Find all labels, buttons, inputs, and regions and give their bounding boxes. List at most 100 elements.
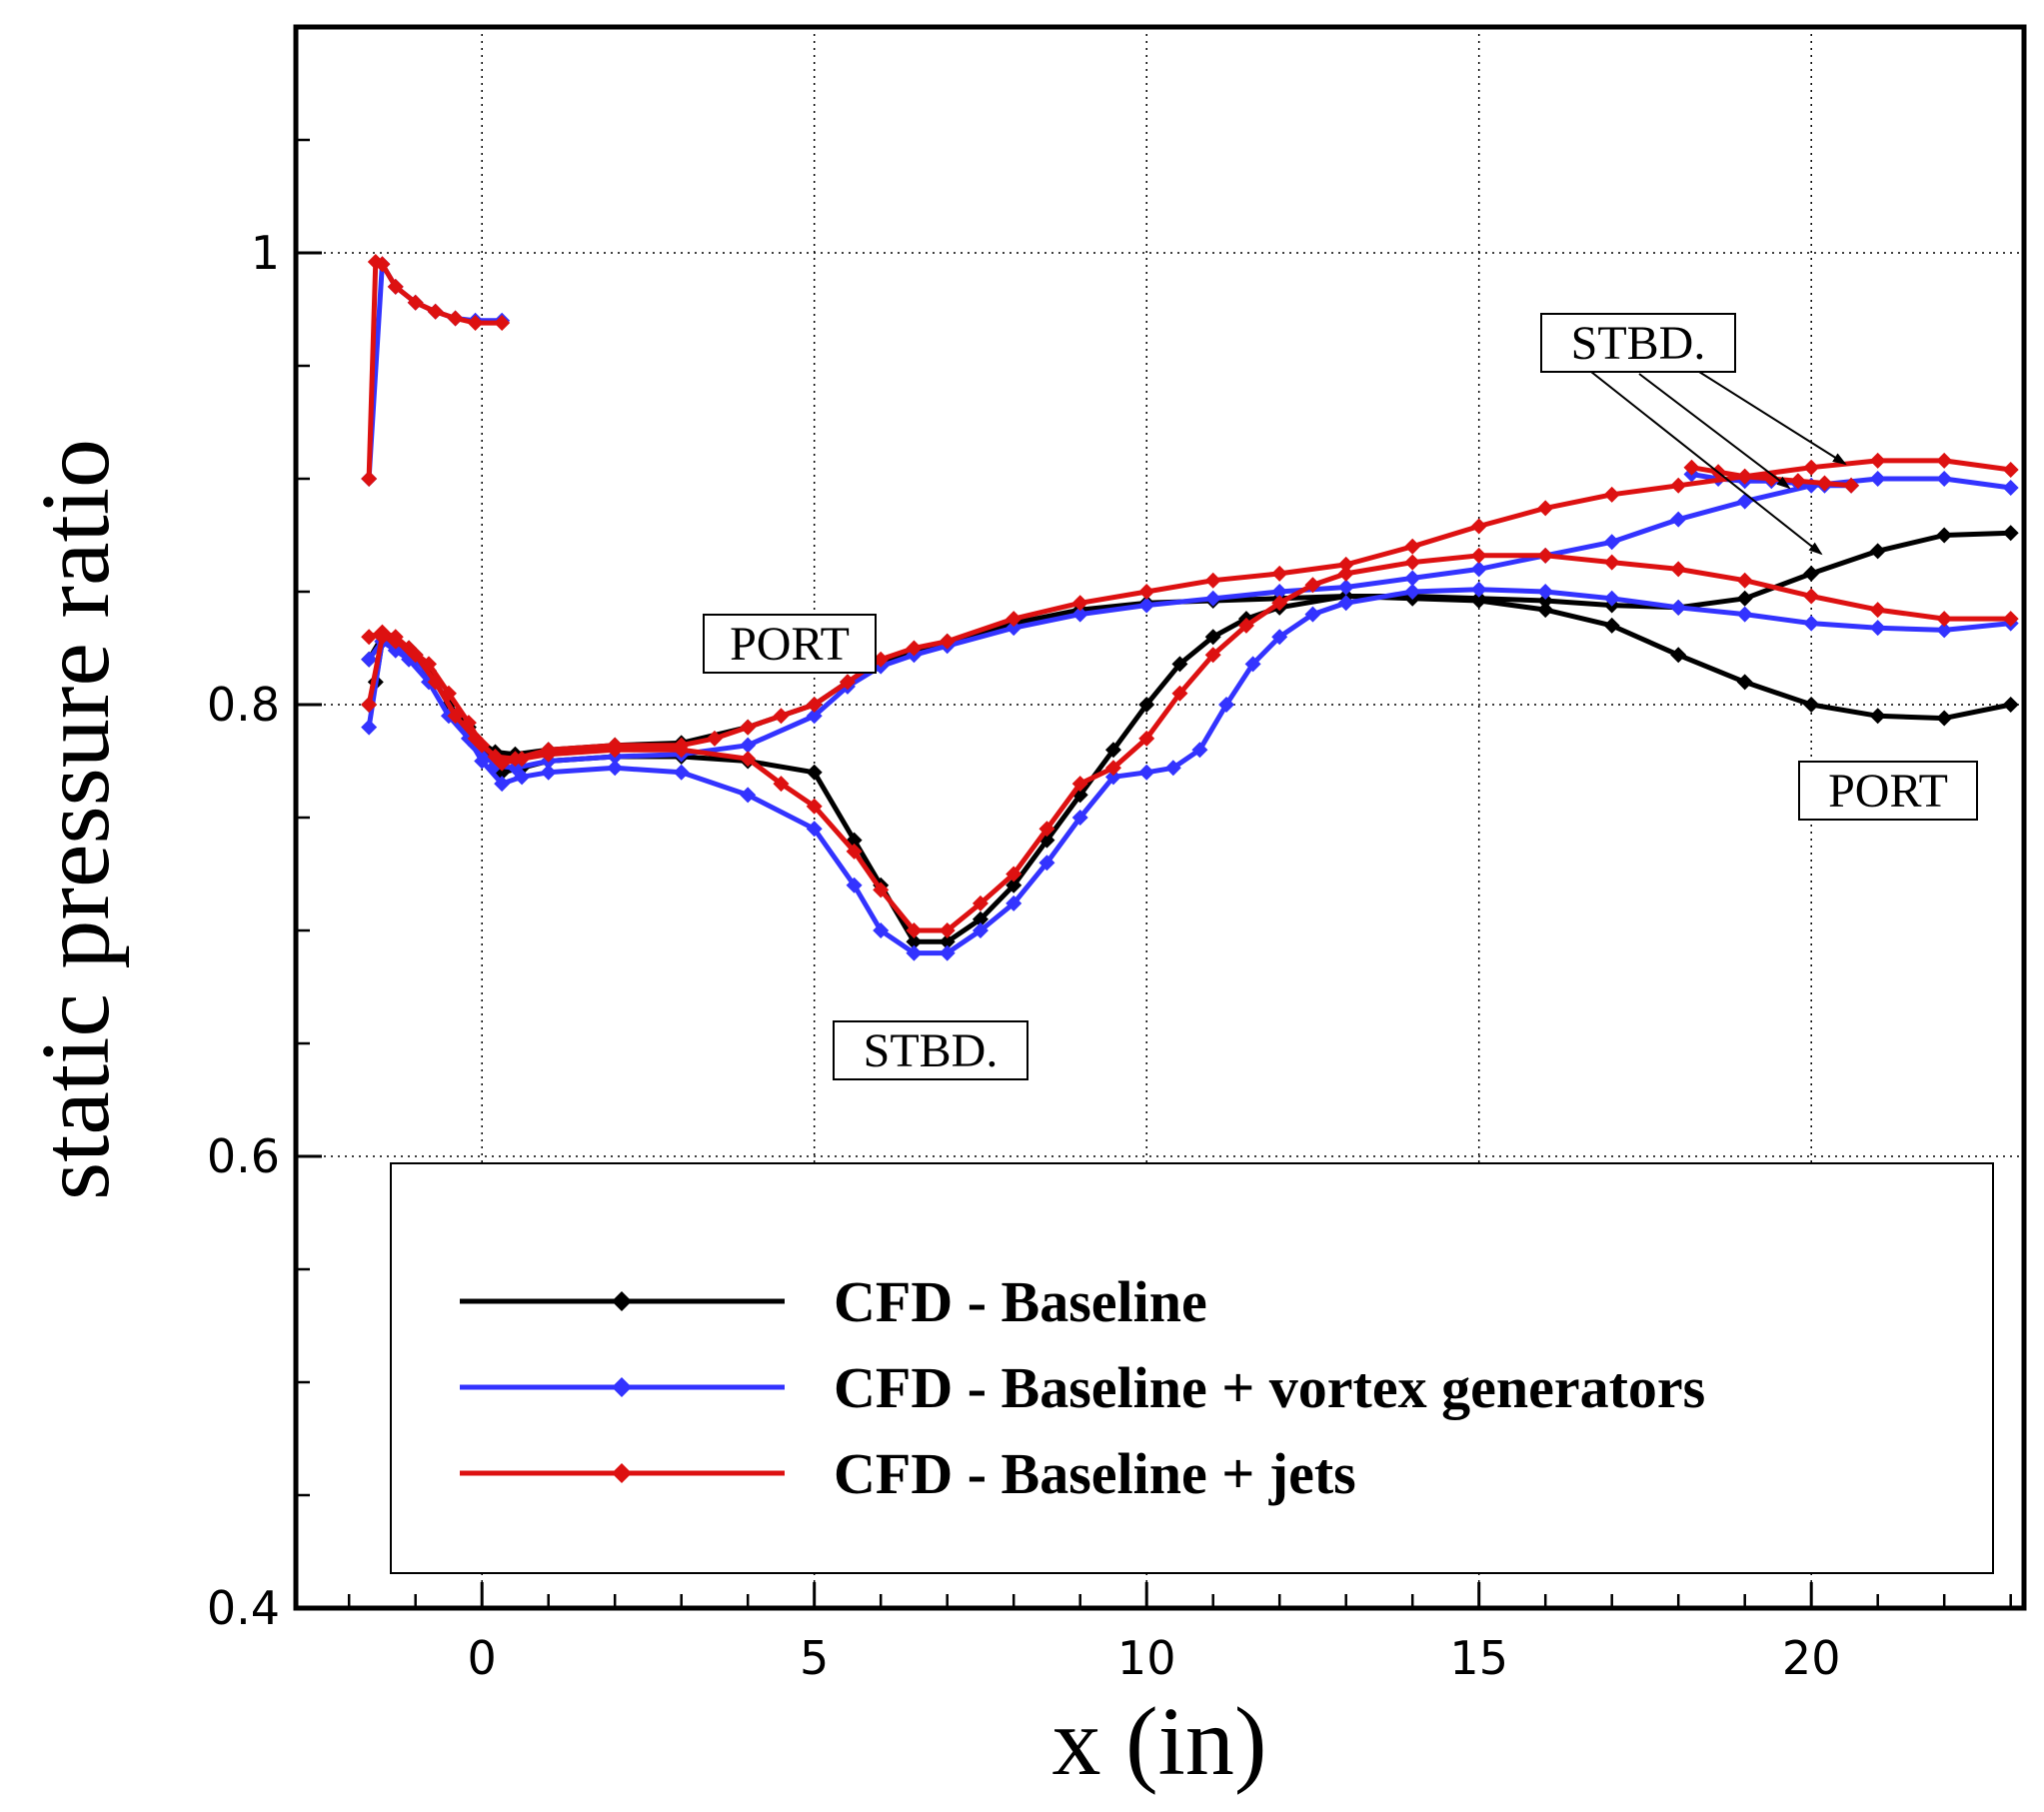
data-point: [1603, 534, 1620, 551]
data-point: [1803, 565, 1820, 582]
data-point: [1470, 547, 1487, 564]
data-point: [1204, 572, 1221, 589]
x-tick-label: 10: [1117, 1631, 1176, 1685]
data-point: [1537, 500, 1554, 517]
annotation-stbd-lower-text: STBD.: [864, 1024, 999, 1077]
data-point: [1304, 577, 1321, 594]
data-point: [1670, 511, 1687, 528]
y-tick-label: 1: [251, 226, 280, 280]
data-point: [1204, 629, 1221, 646]
data-point: [1404, 584, 1421, 600]
data-point: [507, 751, 524, 768]
data-point: [1670, 477, 1687, 494]
data-point: [939, 633, 956, 650]
data-point: [1763, 471, 1780, 487]
data-point: [806, 821, 823, 838]
data-point: [487, 748, 504, 765]
data-point: [873, 651, 890, 668]
data-point: [361, 719, 378, 736]
data-point: [1936, 611, 1953, 628]
data-point: [740, 751, 757, 768]
data-point: [806, 697, 823, 713]
x-tick-label: 0: [468, 1631, 497, 1685]
data-point: [773, 776, 790, 793]
data-point: [706, 730, 723, 747]
annotation-arrows: [1590, 371, 1847, 556]
data-point: [1038, 821, 1055, 838]
data-point: [1537, 584, 1554, 600]
data-point: [1271, 595, 1288, 612]
data-point: [427, 674, 444, 691]
legend-entry-jets: CFD - Baseline + jets: [460, 1441, 1356, 1506]
data-point: [1736, 572, 1753, 589]
data-point: [1071, 606, 1088, 623]
data-point: [1803, 459, 1820, 476]
data-point: [673, 764, 690, 781]
data-point: [839, 674, 856, 691]
data-point: [873, 922, 890, 938]
data-point: [1603, 486, 1620, 503]
legend: CFD - Baseline CFD - Baseline + vortex g…: [390, 1162, 1994, 1574]
data-point: [1404, 570, 1421, 587]
data-point: [467, 730, 484, 747]
data-point: [1936, 622, 1953, 639]
data-point: [1006, 895, 1022, 911]
data-point: [1869, 471, 1886, 487]
data-point: [374, 256, 391, 273]
data-point: [1271, 629, 1288, 646]
data-point: [607, 737, 624, 754]
data-point: [1936, 471, 1953, 487]
data-point: [1104, 742, 1121, 759]
data-point: [1936, 710, 1953, 727]
data-point: [906, 933, 923, 950]
data-point: [407, 294, 424, 311]
data-point: [1218, 697, 1234, 713]
data-point: [1603, 617, 1620, 634]
data-point: [1869, 543, 1886, 560]
data-point: [361, 471, 378, 487]
data-point: [806, 798, 823, 815]
data-point: [1138, 764, 1155, 781]
data-point: [1670, 561, 1687, 578]
legend-label-baseline: CFD - Baseline: [834, 1269, 1207, 1334]
data-point: [387, 633, 404, 650]
data-point: [1404, 554, 1421, 571]
data-point: [1006, 877, 1022, 894]
legend-marker-jets: [612, 1463, 632, 1483]
data-point: [1337, 565, 1354, 582]
legend-label-vortex: CFD - Baseline + vortex generators: [834, 1355, 1705, 1420]
data-point: [540, 742, 557, 759]
data-point: [494, 315, 511, 332]
data-point: [361, 697, 378, 713]
data-point: [846, 877, 863, 894]
data-point: [1038, 855, 1055, 872]
data-point: [1803, 588, 1820, 605]
data-point: [1104, 769, 1121, 786]
data-point: [1204, 590, 1221, 607]
data-point: [1537, 547, 1554, 564]
data-point: [540, 764, 557, 781]
data-point: [361, 629, 378, 646]
data-point: [939, 933, 956, 950]
data-point: [2002, 525, 2019, 542]
data-point: [1138, 730, 1155, 747]
data-point: [906, 922, 923, 938]
data-point: [1843, 477, 1860, 494]
y-tick-label: 0.6: [207, 1129, 280, 1183]
legend-box: [390, 1162, 1994, 1574]
data-point: [2002, 480, 2019, 497]
data-point: [1803, 697, 1820, 713]
data-point: [972, 895, 989, 911]
data-point: [1670, 599, 1687, 616]
data-point: [1670, 647, 1687, 664]
data-point: [1816, 475, 1833, 492]
annotation-arrow: [1590, 371, 1823, 556]
x-tick-label: 20: [1782, 1631, 1841, 1685]
data-point: [939, 944, 956, 961]
legend-marker-vortex: [612, 1377, 632, 1397]
series-layer: [361, 254, 2019, 961]
data-point: [1271, 584, 1288, 600]
data-point: [1006, 866, 1022, 883]
annotation-arrow: [1638, 373, 1791, 490]
